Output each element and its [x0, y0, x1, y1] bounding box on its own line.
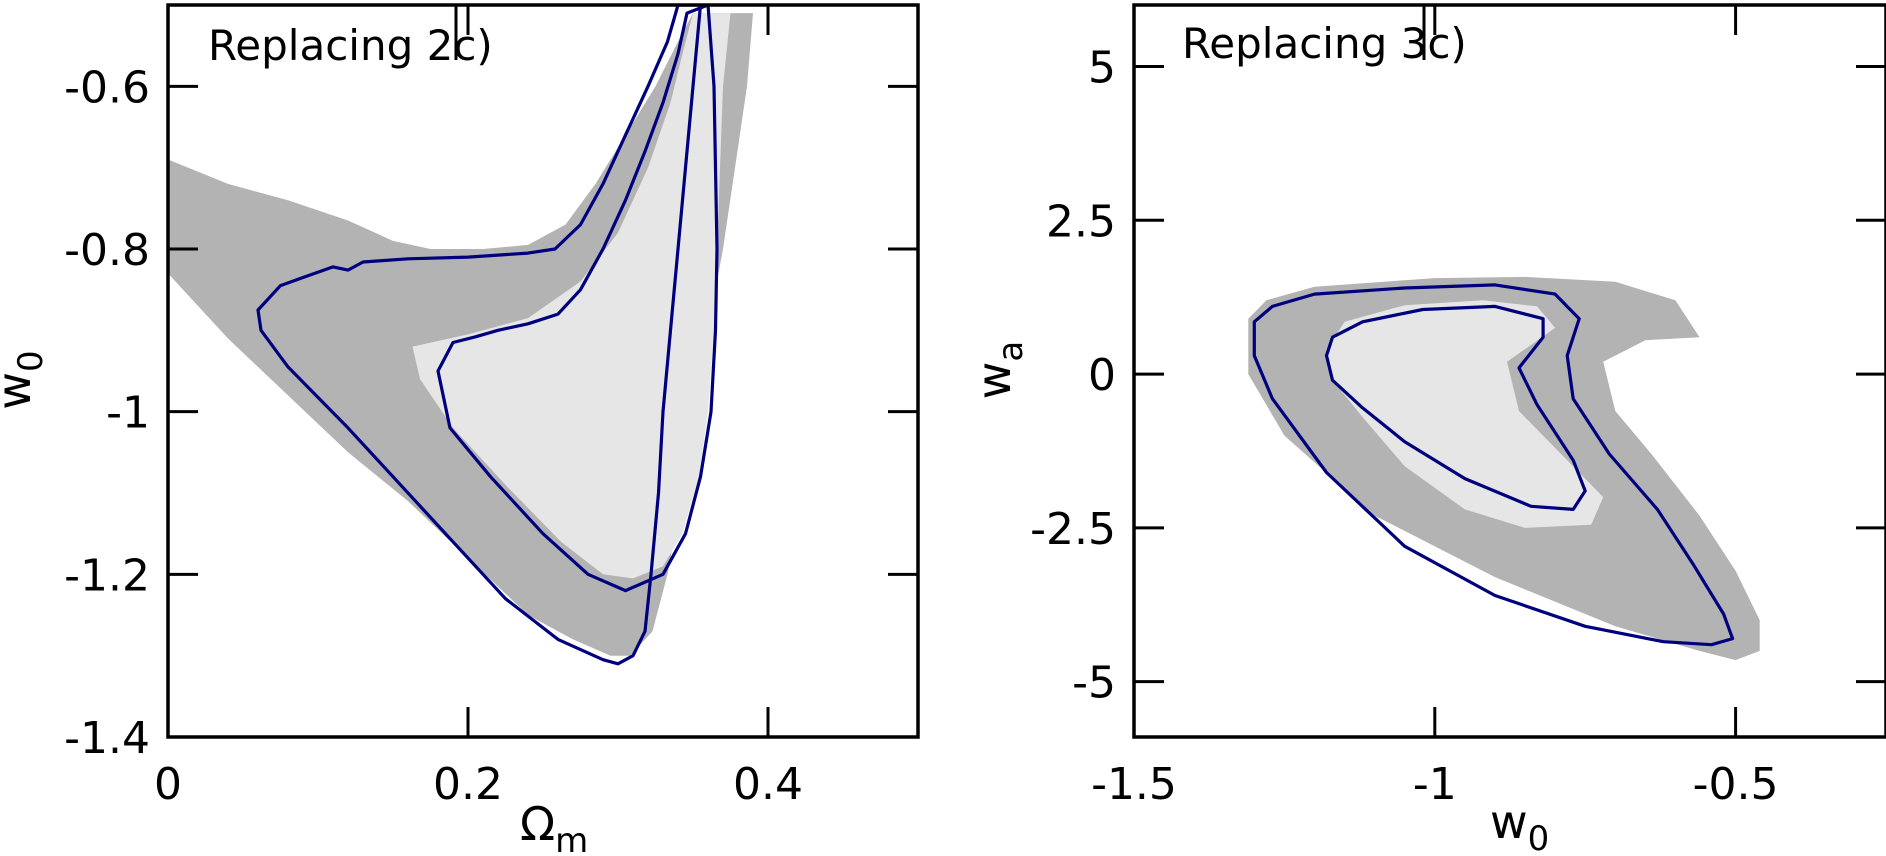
- y-tick-label: -1.4: [64, 713, 150, 764]
- y-tick-label: -2.5: [1030, 504, 1116, 555]
- plot-area: [168, 5, 753, 666]
- x-axis-label: Ωm: [520, 797, 588, 856]
- y-axis-label: w0: [0, 350, 51, 409]
- y-tick-label: -1.2: [64, 550, 150, 601]
- x-axis-label-main: w: [1490, 795, 1528, 849]
- y-tick-label: 0: [1088, 350, 1116, 401]
- x-tick-label: -1: [1413, 759, 1457, 810]
- x-tick-label: 0: [154, 759, 182, 810]
- panel-title: Replacing 2c): [208, 21, 493, 70]
- y-axis-label-main: w: [0, 372, 41, 410]
- y-axis-label-main: w: [967, 362, 1021, 400]
- plot-area: [1248, 276, 1760, 661]
- x-axis-label-sub: 0: [1528, 819, 1550, 856]
- x-axis-label-main: Ω: [520, 797, 555, 851]
- y-axis-label-sub: a: [991, 341, 1031, 362]
- inner-contour: [1324, 304, 1587, 511]
- plot-frame: [1132, 3, 1886, 739]
- y-tick-label: -0.6: [64, 62, 150, 113]
- y-tick-label: -1: [106, 388, 150, 439]
- outer-contour: [256, 5, 703, 666]
- left-panel: 0 0.2 0.4 -1.4 -1.2 -1 -0.8 -0.6 Replacing 2c) Ωm…: [0, 3, 920, 856]
- plot-frame: [166, 3, 920, 739]
- inner-contour: [436, 5, 719, 593]
- inner-region: [412, 13, 731, 579]
- x-tick-label: 0.4: [733, 759, 803, 810]
- x-axis-label-sub: m: [555, 821, 588, 856]
- y-tick-label: -0.8: [64, 225, 150, 276]
- panel-title: Replacing 3c): [1182, 19, 1467, 68]
- y-tick-label: -5: [1072, 658, 1116, 709]
- y-axis-label-sub: 0: [11, 350, 51, 372]
- outer-contour: [1252, 283, 1735, 647]
- y-tick-label: 5: [1088, 43, 1116, 94]
- y-tick-label: 2.5: [1046, 196, 1116, 247]
- inner-region: [1326, 300, 1604, 528]
- x-tick-label: -0.5: [1693, 759, 1779, 810]
- y-axis-label: wa: [967, 341, 1031, 399]
- x-tick-label: -1.5: [1091, 759, 1177, 810]
- x-tick-label: 0.2: [433, 759, 503, 810]
- x-axis-label: w0: [1490, 795, 1549, 856]
